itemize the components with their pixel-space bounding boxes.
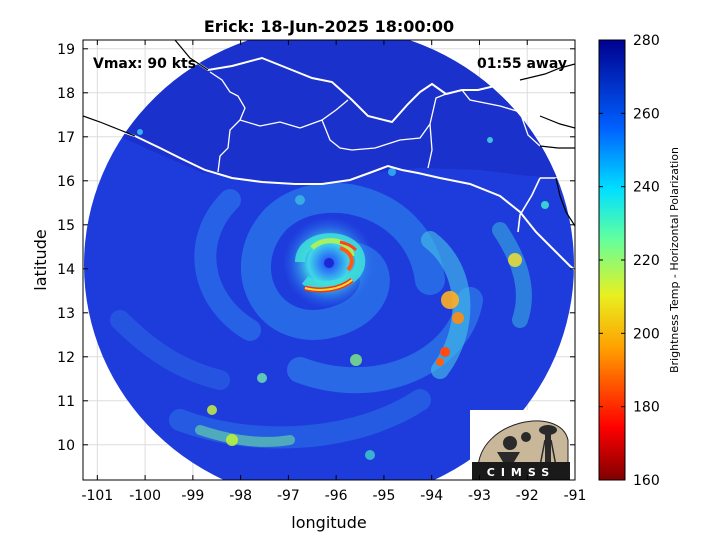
y-tick-label: 11 bbox=[57, 394, 75, 410]
y-axis-label: latitude bbox=[31, 229, 50, 290]
y-axis-ticks: 10 11 12 13 14 15 16 17 18 19 bbox=[57, 42, 575, 454]
x-tick-label: -97 bbox=[277, 488, 300, 504]
colorbar-tick-label: 260 bbox=[633, 106, 660, 122]
x-tick-label: -94 bbox=[420, 488, 443, 504]
x-axis-label: longitude bbox=[291, 513, 366, 532]
y-tick-label: 18 bbox=[57, 86, 75, 102]
x-tick-label: -101 bbox=[81, 488, 113, 504]
cimss-logo: CIMSS bbox=[470, 410, 570, 480]
colorbar-tick-label: 160 bbox=[633, 473, 660, 489]
x-tick-label: -92 bbox=[516, 488, 539, 504]
pacific-coastline bbox=[83, 115, 575, 271]
cimss-logo-text: CIMSS bbox=[487, 466, 555, 479]
y-tick-label: 13 bbox=[57, 306, 75, 322]
x-axis-ticks: -101 -100 -99 -98 -97 -96 -95 -94 -93 -92 -91 bbox=[81, 40, 586, 504]
colorbar-tick-label: 200 bbox=[633, 326, 660, 342]
time-offset-label: 01:55 away bbox=[477, 56, 567, 72]
colorbar-tick-label: 240 bbox=[633, 180, 660, 196]
x-tick-label: -99 bbox=[181, 488, 204, 504]
x-tick-label: -95 bbox=[372, 488, 395, 504]
colorbar-label: Brightness Temp - Horizontal Polarizatio… bbox=[668, 147, 681, 373]
x-tick-label: -98 bbox=[229, 488, 252, 504]
colorbar-tick-label: 220 bbox=[633, 253, 660, 269]
y-tick-label: 15 bbox=[57, 218, 75, 234]
y-tick-label: 17 bbox=[57, 130, 75, 146]
state-borders bbox=[209, 71, 246, 173]
map-title: Erick: 18-Jun-2025 18:00:00 bbox=[204, 17, 454, 36]
colorbar-ticks: 160 180 200 220 240 260 280 bbox=[599, 33, 660, 489]
colorbar-tick-label: 180 bbox=[633, 400, 660, 416]
vmax-label: Vmax: 90 kts bbox=[93, 56, 196, 72]
x-tick-label: -93 bbox=[468, 488, 491, 504]
y-tick-label: 12 bbox=[57, 350, 75, 366]
x-tick-label: -100 bbox=[129, 488, 161, 504]
land-border-black bbox=[83, 115, 136, 137]
y-tick-label: 16 bbox=[57, 174, 75, 190]
coastline-borders bbox=[83, 40, 575, 271]
x-tick-label: -96 bbox=[325, 488, 348, 504]
y-tick-label: 10 bbox=[57, 438, 75, 454]
colorbar-tick-label: 280 bbox=[633, 33, 660, 49]
y-tick-label: 14 bbox=[57, 262, 75, 278]
brightness-temp-swath bbox=[84, 40, 574, 480]
y-tick-label: 19 bbox=[57, 42, 75, 58]
x-tick-label: -91 bbox=[564, 488, 587, 504]
gulf-coastline bbox=[174, 40, 575, 124]
